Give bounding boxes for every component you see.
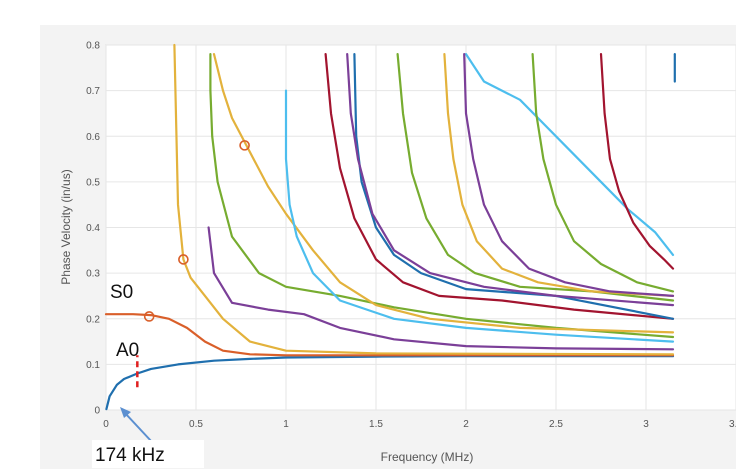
- x-tick-label: 2.5: [549, 419, 563, 430]
- series-line-4: [207, 226, 675, 351]
- y-tick-label: 0.2: [86, 314, 100, 325]
- marker-layer: [143, 140, 250, 322]
- frequency-label: 174 kHz: [95, 445, 165, 466]
- frequency-label-bg: [92, 440, 204, 468]
- series-line-14: [463, 52, 675, 297]
- y-axis-label: Phase Velocity (in/us): [59, 169, 73, 284]
- x-axis-label: Frequency (MHz): [381, 450, 474, 464]
- s0-label-bg: [108, 278, 152, 304]
- mode-marker-2: [178, 254, 189, 265]
- series-line-12: [443, 52, 675, 297]
- x-tick-label: 0.5: [189, 419, 203, 430]
- series-line-10: [346, 52, 675, 307]
- frequency-pointer-arrow-line: [123, 411, 153, 443]
- series-line-7: [284, 89, 675, 343]
- mode-marker-3: [239, 140, 250, 151]
- series-line-15: [531, 52, 675, 293]
- x-tick-label: 1: [283, 419, 289, 430]
- a0-label-bg: [114, 336, 158, 362]
- y-tick-label: 0: [94, 406, 100, 417]
- x-tick-label: 1.5: [369, 419, 383, 430]
- series-line-13: [464, 52, 675, 256]
- series-line-5: [209, 52, 675, 339]
- mode-marker-1: [143, 311, 155, 322]
- s0-label: S0: [110, 282, 133, 303]
- y-tick-label: 0.8: [86, 41, 100, 52]
- series-line-9: [353, 52, 675, 320]
- series-line-6: [212, 52, 675, 334]
- series-line-1: [105, 355, 675, 411]
- y-tick-label: 0.1: [86, 360, 100, 371]
- series-line-8: [324, 52, 675, 320]
- y-tick-label: 0.7: [86, 86, 100, 97]
- tick-labels: 0 0.5 1 1.5 2 2.5 3 3.5 0 0.1 0.2 0.3 0.4 0.5 0.6 0.7 0.…: [86, 41, 736, 431]
- frequency-pointer-arrowhead: [120, 407, 131, 418]
- y-tick-label: 0.6: [86, 132, 100, 143]
- y-tick-label: 0.4: [86, 223, 100, 234]
- series-line-3: [173, 43, 675, 356]
- series-line-16: [599, 52, 675, 270]
- y-tick-label: 0.3: [86, 269, 100, 280]
- x-tick-label: 2: [463, 419, 469, 430]
- a0-label: A0: [116, 340, 139, 361]
- x-tick-label: 0: [103, 419, 109, 430]
- series-line-11: [396, 52, 675, 302]
- y-tick-label: 0.5: [86, 177, 100, 188]
- x-tick-label: 3: [643, 419, 649, 430]
- x-tick-label: 3.5: [729, 419, 736, 430]
- series-layer: [104, 43, 676, 411]
